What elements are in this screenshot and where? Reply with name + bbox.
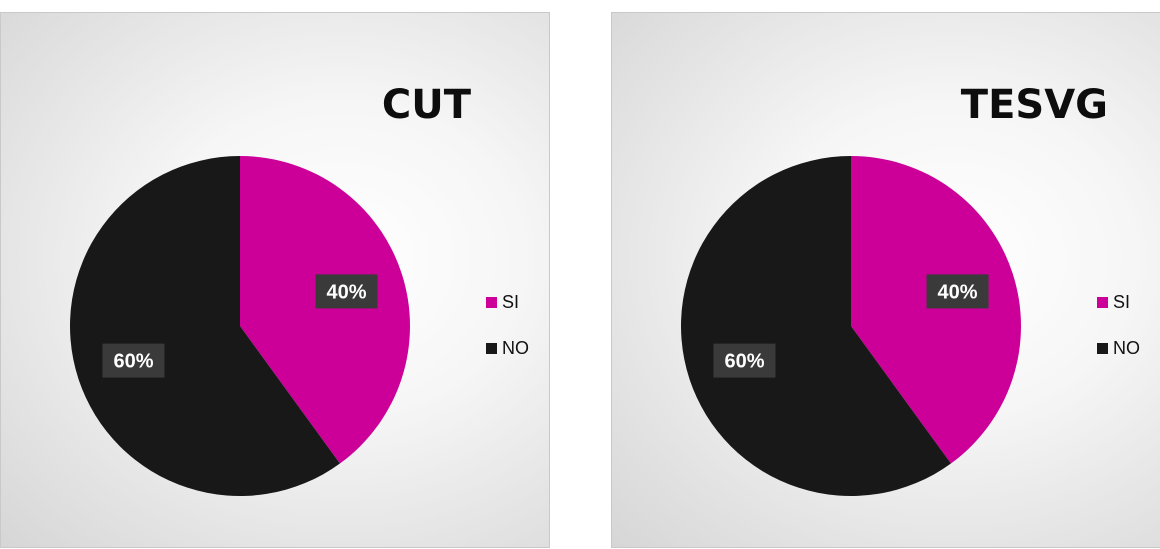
legend-label-si: SI	[1113, 291, 1131, 312]
pie-slice-no	[69, 156, 340, 497]
legend-item-si: SI	[1097, 290, 1140, 314]
legend-swatch-no	[1097, 342, 1108, 354]
data-label-box-no	[713, 343, 776, 378]
legend-item-no: NO	[486, 336, 529, 360]
chart-panel-tesvg: TESVG 40% 60% SI NO	[611, 12, 1160, 548]
legend: SI NO	[486, 290, 529, 382]
pie-chart: 40% 60%	[680, 156, 1021, 497]
legend-label-no: NO	[502, 337, 529, 358]
legend-swatch-no	[486, 342, 497, 354]
data-label-no: 60%	[113, 351, 153, 373]
legend-item-si: SI	[486, 290, 529, 314]
data-label-si: 40%	[938, 281, 978, 303]
legend: SI NO	[1097, 290, 1140, 382]
pie-slice-no	[680, 156, 951, 497]
chart-title: CUT	[381, 82, 471, 128]
legend-swatch-si	[486, 296, 497, 308]
pie-slice-si	[851, 156, 1021, 464]
chart-panel-cut: CUT 40% 60% SI NO	[0, 12, 550, 548]
pie-slice-si	[240, 156, 410, 464]
legend-label-no: NO	[1113, 337, 1140, 358]
data-label-si: 40%	[327, 281, 367, 303]
data-label-no: 60%	[724, 351, 764, 373]
data-label-box-si	[315, 274, 378, 309]
chart-title: TESVG	[960, 82, 1108, 128]
legend-swatch-si	[1097, 296, 1108, 308]
data-label-box-no	[102, 343, 165, 378]
legend-item-no: NO	[1097, 336, 1140, 360]
data-label-box-si	[926, 274, 989, 309]
pie-chart: 40% 60%	[69, 156, 410, 497]
legend-label-si: SI	[502, 291, 520, 312]
